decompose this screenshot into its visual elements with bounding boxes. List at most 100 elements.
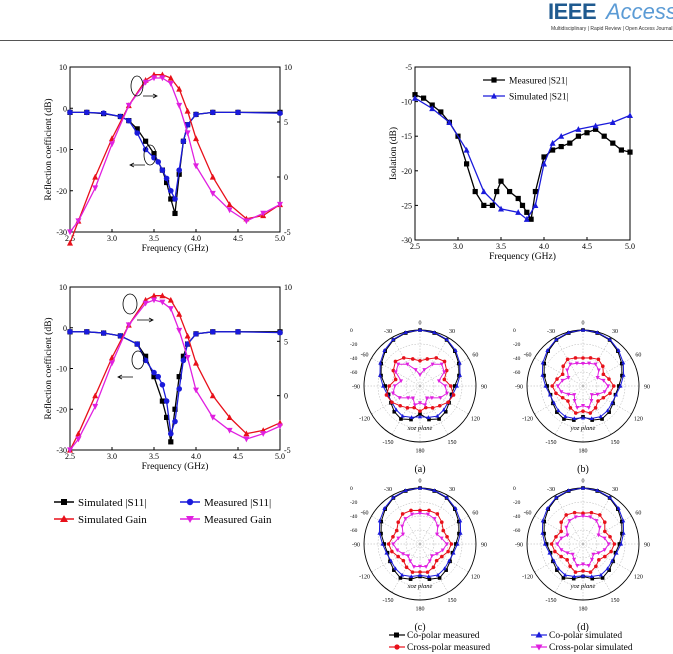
data-point xyxy=(581,485,585,490)
data-point xyxy=(449,392,454,397)
data-point xyxy=(397,396,402,400)
data-point xyxy=(176,102,183,109)
polar-spoke xyxy=(534,385,584,415)
data-point xyxy=(409,417,413,422)
data-point xyxy=(457,360,462,365)
data-point xyxy=(418,508,422,513)
data-point xyxy=(243,430,250,437)
data-point xyxy=(545,384,549,388)
data-point xyxy=(437,417,441,421)
data-point xyxy=(607,337,612,342)
data-point xyxy=(581,569,585,573)
data-point xyxy=(418,409,422,413)
data-point xyxy=(594,519,599,523)
angle-label: -60 xyxy=(361,511,369,517)
x-axis-label: Frequency (GHz) xyxy=(142,243,209,254)
data-point xyxy=(561,364,566,369)
data-point xyxy=(193,163,199,170)
data-point xyxy=(607,495,612,500)
data-point xyxy=(159,382,166,388)
data-point xyxy=(168,430,174,437)
data-point xyxy=(592,122,599,129)
angle-label: -60 xyxy=(524,353,532,359)
data-point xyxy=(193,359,199,366)
data-point xyxy=(379,531,383,536)
data-point xyxy=(260,210,267,217)
data-point xyxy=(575,564,580,568)
data-point xyxy=(602,520,607,525)
data-point xyxy=(277,423,283,430)
data-point xyxy=(409,574,414,579)
plane-label: yoz plane xyxy=(570,583,596,590)
radial-label: 0 xyxy=(350,328,353,334)
data-point xyxy=(550,384,554,388)
data-point xyxy=(602,548,607,552)
x-tick-label: 2.5 xyxy=(65,452,75,461)
data-point xyxy=(444,542,449,547)
data-point xyxy=(559,529,563,534)
data-point xyxy=(134,126,140,132)
data-point xyxy=(400,413,405,418)
data-point xyxy=(400,572,405,577)
angle-label: 120 xyxy=(471,575,480,581)
radiation-pattern-c: 0 -30 -60 -90 -120 -150 180 150 120 90 60 30 0 -20 -40… xyxy=(350,479,487,634)
data-point xyxy=(515,209,522,215)
x-axis-label: Frequency (GHz) xyxy=(489,251,556,262)
data-point xyxy=(590,418,594,422)
data-point xyxy=(418,573,422,577)
data-point xyxy=(596,551,601,556)
data-point xyxy=(590,576,595,581)
data-point xyxy=(167,296,174,303)
data-point xyxy=(401,356,406,360)
data-point xyxy=(566,399,570,403)
legend-label: Simulated |S21| xyxy=(509,93,569,103)
polar-spoke xyxy=(582,357,632,387)
data-point xyxy=(100,110,107,116)
radial-label: -40 xyxy=(513,514,521,520)
data-point xyxy=(559,554,563,559)
angle-label: -150 xyxy=(383,440,394,446)
data-point xyxy=(542,531,546,536)
data-point xyxy=(421,95,427,101)
y2-tick-label: 5 xyxy=(284,118,288,127)
legend-co-simulated: Co-polar simulated xyxy=(531,631,622,641)
data-point xyxy=(572,398,577,403)
data-point xyxy=(180,353,186,359)
data-point xyxy=(426,574,431,579)
series-cross-polar-measured xyxy=(386,508,454,574)
data-point xyxy=(601,372,606,377)
polar-spoke xyxy=(554,337,584,387)
data-point xyxy=(400,524,405,529)
angle-label: 90 xyxy=(481,385,487,391)
polar-ring xyxy=(405,529,435,559)
angle-label: 90 xyxy=(644,543,650,549)
data-point xyxy=(616,506,621,510)
data-point xyxy=(398,576,403,580)
data-point xyxy=(434,356,439,360)
series-cross-polar-measured xyxy=(549,510,617,574)
data-point xyxy=(600,576,605,580)
data-point xyxy=(439,520,444,525)
polar-spoke xyxy=(391,385,421,435)
data-point xyxy=(457,531,461,536)
data-point xyxy=(581,562,585,567)
data-point xyxy=(573,515,578,520)
data-point xyxy=(567,519,572,523)
angle-label: 90 xyxy=(644,385,650,391)
data-point xyxy=(550,147,556,153)
data-point xyxy=(176,327,183,334)
data-point xyxy=(388,558,393,563)
angle-label: 30 xyxy=(612,329,618,335)
data-point xyxy=(619,541,624,546)
x-tick-label: 3.5 xyxy=(496,242,506,251)
data-point xyxy=(377,373,382,377)
legend-simulated-gain-label: Simulated Gain xyxy=(78,514,147,526)
data-point xyxy=(618,147,624,153)
data-point xyxy=(382,506,387,510)
data-point xyxy=(609,119,616,125)
data-point xyxy=(151,297,157,304)
data-point xyxy=(435,512,440,516)
data-point xyxy=(425,570,430,574)
polar-spoke xyxy=(554,385,584,435)
angle-label: -30 xyxy=(384,329,392,335)
